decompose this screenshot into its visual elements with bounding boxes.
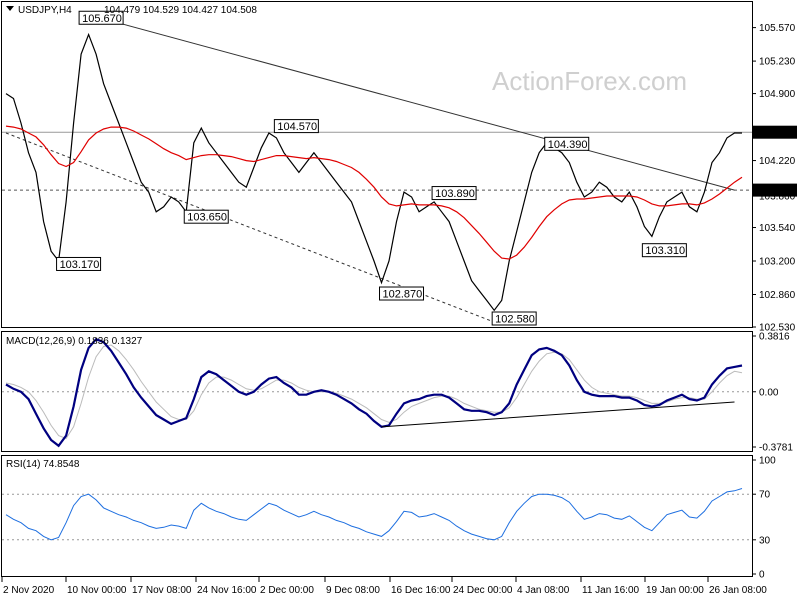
rsi-y-tick-label: 70 xyxy=(759,490,771,501)
annotation-label: 104.570 xyxy=(277,121,317,133)
x-tick-label: 19 Jan 00:00 xyxy=(646,585,704,596)
rsi-line xyxy=(5,488,743,541)
rsi-panel xyxy=(1,455,753,577)
moving-average-line xyxy=(5,125,743,260)
rsi-y-tick-label: 100 xyxy=(759,456,776,467)
level-marker-badge-label: 103.920 xyxy=(757,186,794,197)
chart-header-symbol: USDJPY,H4 xyxy=(18,5,72,16)
x-tick-label: 24 Nov 16:00 xyxy=(197,585,257,596)
trendline-0 xyxy=(88,14,735,191)
price-plot: 105.670 103.650 103.170 104.570 102.870 103.8… xyxy=(2,10,752,326)
annotation-box xyxy=(56,256,102,271)
rsi-y-tick-label: 0 xyxy=(759,570,765,581)
annotation-label: 103.170 xyxy=(60,259,100,271)
axes: 105.570 105.230 104.900 104.220 103.860 103.5… xyxy=(1,23,797,596)
macd-line xyxy=(5,337,743,448)
x-tick-label: 4 Jan 08:00 xyxy=(517,585,570,596)
price-panel xyxy=(1,1,753,328)
price-y-tick-label: 103.540 xyxy=(759,223,796,234)
macd-plot xyxy=(2,337,752,448)
macd-header: MACD(12,26,9) 0.1836 0.1327 xyxy=(6,336,143,347)
annotation-label: 103.310 xyxy=(645,245,685,257)
price-y-tick-label: 102.530 xyxy=(759,323,796,334)
annotation-label: 105.670 xyxy=(82,13,122,25)
x-tick-label: 9 Dec 08:00 xyxy=(326,585,380,596)
price-y-tick-label: 103.200 xyxy=(759,257,796,268)
price-series-line xyxy=(5,32,742,312)
annotation-label: 102.580 xyxy=(495,314,535,326)
macd-y-tick-label: 0.00 xyxy=(759,387,779,398)
annotation-box xyxy=(379,286,425,301)
rsi-plot xyxy=(2,488,752,541)
price-y-tick-label: 104.900 xyxy=(759,89,796,100)
x-tick-label: 17 Nov 08:00 xyxy=(132,585,192,596)
annotation-label: 104.390 xyxy=(548,139,588,151)
price-y-tick-label: 104.220 xyxy=(759,156,796,167)
price-y-tick-label: 103.860 xyxy=(759,192,796,203)
price-y-tick-label: 105.570 xyxy=(759,23,796,34)
current-price-badge-label: 104.508 xyxy=(757,128,794,139)
watermark: ActionForex.com xyxy=(492,66,687,96)
x-tick-label: 2 Nov 2020 xyxy=(3,585,55,596)
level-marker-badge xyxy=(753,183,797,197)
annotation-box xyxy=(491,311,537,326)
rsi-y-tick-label: 30 xyxy=(759,535,771,546)
macd-y-tick-label: 0.3816 xyxy=(759,332,790,343)
x-tick-label: 24 Dec 00:00 xyxy=(453,585,513,596)
annotation-label: 102.870 xyxy=(383,289,423,301)
annotation-label: 103.890 xyxy=(435,188,475,200)
macd-trendline xyxy=(381,401,735,428)
x-tick-label: 2 Dec 00:00 xyxy=(260,585,314,596)
annotation-box xyxy=(273,119,319,134)
macd-signal-line xyxy=(5,344,743,440)
price-y-tick-label: 105.230 xyxy=(759,57,796,68)
rsi-header: RSI(14) 74.8548 xyxy=(6,459,80,470)
current-price-badge xyxy=(753,125,797,139)
annotation-label: 103.650 xyxy=(187,212,227,224)
annotation-box xyxy=(78,10,124,25)
x-tick-label: 16 Dec 16:00 xyxy=(391,585,451,596)
x-tick-label: 11 Jan 16:00 xyxy=(582,585,640,596)
chart-header-ohlc: 104.479 104.529 104.427 104.508 xyxy=(104,5,257,16)
annotation-box xyxy=(641,243,687,258)
macd-y-tick-label: -0.3781 xyxy=(759,443,793,454)
x-tick-label: 26 Jan 08:00 xyxy=(709,585,767,596)
annotation-box xyxy=(183,209,229,224)
annotation-box xyxy=(431,186,477,201)
annotation-box xyxy=(544,136,590,151)
price-y-tick-label: 102.860 xyxy=(759,290,796,301)
x-tick-label: 10 Nov 00:00 xyxy=(67,585,127,596)
collapse-triangle-icon[interactable] xyxy=(6,6,14,11)
